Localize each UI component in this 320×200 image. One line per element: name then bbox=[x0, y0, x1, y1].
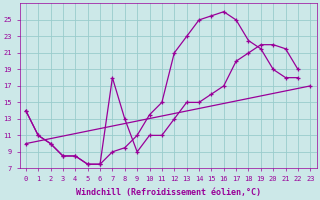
X-axis label: Windchill (Refroidissement éolien,°C): Windchill (Refroidissement éolien,°C) bbox=[76, 188, 260, 197]
